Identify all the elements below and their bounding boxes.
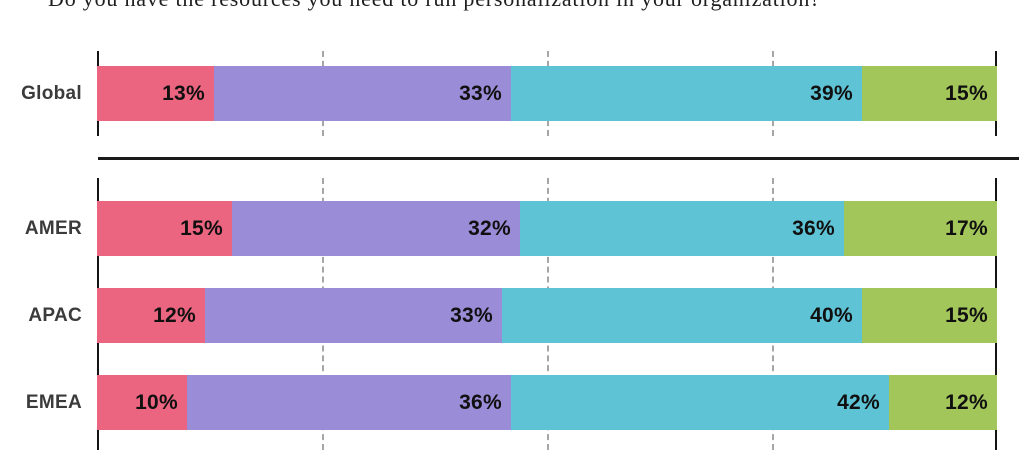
bar-segment: 39%	[511, 66, 862, 121]
bar-segment: 17%	[844, 201, 997, 256]
bar-segment: 10%	[97, 375, 187, 430]
bar-segment: 13%	[97, 66, 214, 121]
bar-segment: 36%	[520, 201, 844, 256]
bar-row-global: Global 13% 33% 39% 15%	[21, 66, 997, 121]
bar-track: 10% 36% 42% 12%	[97, 375, 997, 430]
regions-chart: AMER 15% 32% 36% 17% APAC 12% 33% 40% 15% EMEA 10% 3…	[0, 178, 1024, 450]
regions-chart-rows: AMER 15% 32% 36% 17% APAC 12% 33% 40% 15% EMEA 10% 3…	[25, 178, 997, 450]
global-chart: Global 13% 33% 39% 15%	[0, 51, 1024, 136]
bar-segment: 33%	[205, 288, 502, 343]
chart-title: Do you have the resources you need to ru…	[48, 0, 821, 10]
bar-segment: 40%	[502, 288, 862, 343]
bar-segment: 12%	[889, 375, 997, 430]
segment-value-label: 33%	[450, 303, 493, 327]
row-label: Global	[21, 82, 82, 104]
segment-value-label: 36%	[459, 390, 502, 414]
bar-segment: 32%	[232, 201, 520, 256]
bar-track: 15% 32% 36% 17%	[97, 201, 997, 256]
bar-segment: 15%	[97, 201, 232, 256]
segment-value-label: 10%	[135, 390, 178, 414]
segment-value-label: 33%	[459, 81, 502, 105]
segment-value-label: 12%	[945, 390, 988, 414]
segment-value-label: 15%	[945, 303, 988, 327]
segment-value-label: 36%	[792, 216, 835, 240]
segment-value-label: 17%	[945, 216, 988, 240]
segment-value-label: 40%	[810, 303, 853, 327]
bar-track: 13% 33% 39% 15%	[97, 66, 997, 121]
bar-segment: 12%	[97, 288, 205, 343]
segment-value-label: 42%	[837, 390, 880, 414]
bar-row-amer: AMER 15% 32% 36% 17%	[25, 201, 997, 256]
bar-segment: 42%	[511, 375, 889, 430]
bar-row-apac: APAC 12% 33% 40% 15%	[28, 288, 997, 343]
segment-value-label: 15%	[945, 81, 988, 105]
row-label: APAC	[28, 304, 82, 326]
row-label: EMEA	[25, 391, 82, 413]
bar-track: 12% 33% 40% 15%	[97, 288, 997, 343]
section-divider-line	[98, 157, 1019, 160]
bar-segment: 33%	[214, 66, 511, 121]
segment-value-label: 39%	[810, 81, 853, 105]
bar-segment: 15%	[862, 66, 997, 121]
segment-value-label: 15%	[180, 216, 223, 240]
segment-value-label: 12%	[153, 303, 196, 327]
bar-segment: 36%	[187, 375, 511, 430]
bar-segment: 15%	[862, 288, 997, 343]
row-label: AMER	[24, 217, 82, 239]
segment-value-label: 32%	[468, 216, 511, 240]
global-chart-rows: Global 13% 33% 39% 15%	[21, 51, 997, 136]
segment-value-label: 13%	[162, 81, 205, 105]
bar-row-emea: EMEA 10% 36% 42% 12%	[26, 375, 997, 430]
